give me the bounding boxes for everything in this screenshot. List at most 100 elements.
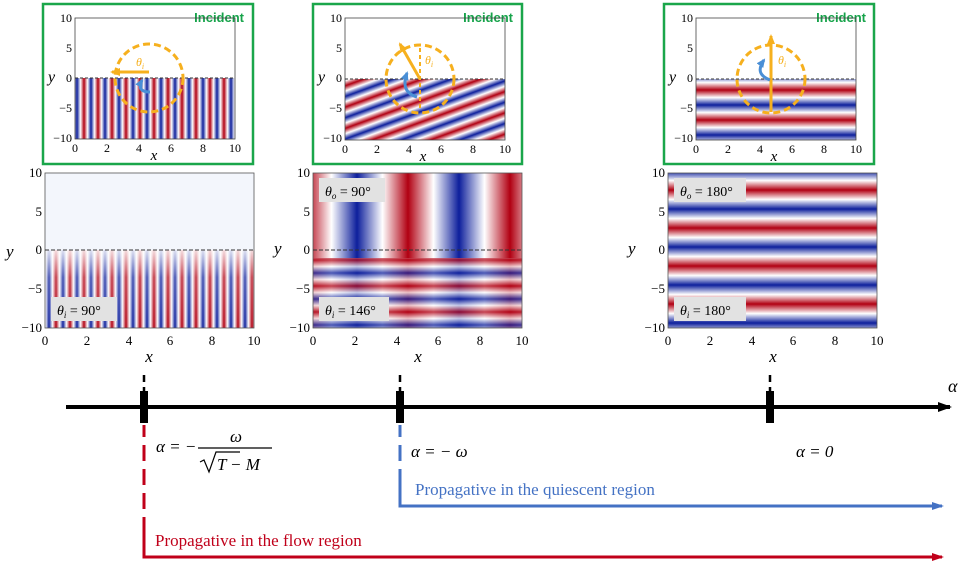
x-tick: 6	[789, 142, 795, 156]
inset-2: Incident θi 10 5 0 −5 −10 y 0 2 4 6 8 10…	[311, 2, 524, 166]
x-tick: 10	[499, 142, 511, 156]
angle-arc-arrow	[400, 71, 418, 99]
y-tick: −10	[645, 320, 665, 335]
wave-field-horizontal	[696, 79, 856, 140]
y-tick: 0	[66, 71, 72, 85]
x-tick: 8	[200, 141, 206, 155]
y-tick: −10	[290, 320, 310, 335]
quiescent-region-arrow	[398, 425, 936, 508]
y-tick: −10	[53, 131, 72, 145]
alpha-formula-3: α = 0	[796, 442, 834, 461]
theta-i-label: θi	[425, 53, 433, 69]
theta-i-value: θi = 180°	[680, 304, 731, 320]
y-tick: −10	[22, 320, 42, 335]
theta-o-value: θo = 180°	[680, 185, 733, 201]
x-tick: 2	[84, 333, 91, 348]
y-tick: 5	[687, 41, 693, 55]
inset-y-ticks: 10 5 0 −5 −10	[674, 11, 693, 145]
x-tick: 10	[850, 142, 862, 156]
wave-layer	[345, 79, 505, 140]
theta-i-badge	[674, 297, 746, 321]
y-tick: 0	[336, 71, 342, 85]
x-tick: 2	[707, 333, 714, 348]
y-axis-label: y	[4, 242, 14, 261]
sqrt-sign	[199, 451, 240, 474]
inset-3: Incident θi 10 5 0 −5 −10 y 0 2 4 6 8 10…	[662, 2, 876, 166]
x-tick: 4	[749, 333, 756, 348]
panel-x-ticks: 0 2 4 6 8 10	[665, 333, 884, 348]
inset-y-ticks: 10 5 0 −5 −10	[53, 11, 72, 145]
y-tick: −5	[329, 101, 342, 115]
y-tick: −5	[296, 281, 310, 296]
wave-field-oblique	[345, 79, 505, 140]
flow-region-label: Propagative in the flow region	[155, 531, 362, 550]
tick-mark-2	[396, 391, 404, 423]
x-tick: 8	[821, 142, 827, 156]
y-tick: −5	[680, 101, 693, 115]
incident-direction-arrow	[398, 42, 422, 80]
x-tick: 4	[394, 333, 401, 348]
theta-i-badge	[319, 297, 389, 321]
y-tick: −10	[674, 131, 693, 145]
y-axis-label: y	[667, 69, 677, 86]
alpha-formula-2: α = − ω	[411, 442, 468, 461]
angle-arc-arrow	[756, 58, 771, 82]
panel-2: θo = 90° θi = 146° 10 5 0 −5 −10 y 0 2 4…	[272, 165, 529, 366]
x-tick: 2	[725, 142, 731, 156]
y-tick: −5	[651, 281, 665, 296]
theta-o-value: θo = 90°	[325, 185, 371, 201]
x-tick: 4	[406, 142, 412, 156]
y-tick: −5	[59, 101, 72, 115]
y-tick: 10	[60, 11, 72, 25]
inset-x-ticks: 0 2 4 6 8 10	[72, 141, 241, 155]
panel-x-ticks: 0 2 4 6 8 10	[310, 333, 529, 348]
angle-circle	[384, 43, 456, 115]
panel-y-ticks: 10 5 0 −5 −10	[645, 165, 665, 335]
y-tick: 5	[336, 41, 342, 55]
y-tick: 10	[681, 11, 693, 25]
formula-lhs: α = −	[156, 437, 196, 456]
x-tick: 6	[790, 333, 797, 348]
x-axis-label: x	[419, 149, 427, 165]
x-tick: 0	[72, 141, 78, 155]
x-axis-label: x	[770, 149, 778, 165]
theta-i-badge	[51, 297, 117, 321]
inset-title: Incident	[194, 10, 245, 25]
inset-y-ticks: 10 5 0 −5 −10	[323, 11, 342, 145]
inset-title: Incident	[463, 10, 514, 25]
wave-layer	[696, 79, 856, 140]
formula-numerator: ω	[230, 427, 242, 446]
x-tick: 2	[352, 333, 359, 348]
x-tick: 6	[438, 142, 444, 156]
x-tick: 6	[168, 141, 174, 155]
y-tick: 5	[66, 41, 72, 55]
alpha-formula-1: α = − ω T − M	[156, 427, 272, 474]
y-tick: 0	[304, 242, 311, 257]
theta-i-value: θi = 146°	[325, 304, 376, 320]
inset-x-ticks: 0 2 4 6 8 10	[693, 142, 862, 156]
x-tick: 6	[167, 333, 174, 348]
y-tick: 5	[304, 204, 311, 219]
x-tick: 10	[871, 333, 884, 348]
x-tick: 2	[104, 141, 110, 155]
x-tick: 8	[209, 333, 216, 348]
y-tick: 5	[36, 204, 43, 219]
x-tick: 4	[136, 141, 142, 155]
y-axis-label: y	[272, 239, 282, 258]
theta-i-value: θi = 90°	[57, 304, 101, 320]
formula-den-rest: − M	[230, 455, 261, 474]
x-tick: 8	[477, 333, 484, 348]
x-tick: 0	[42, 333, 49, 348]
panel-y-ticks: 10 5 0 −5 −10	[22, 165, 42, 335]
x-tick: 4	[757, 142, 763, 156]
x-tick: 0	[310, 333, 317, 348]
x-tick: 6	[435, 333, 442, 348]
panel-y-ticks: 10 5 0 −5 −10	[290, 165, 310, 335]
panel-x-ticks: 0 2 4 6 8 10	[42, 333, 261, 348]
y-tick: 10	[652, 165, 665, 180]
x-tick: 8	[470, 142, 476, 156]
y-tick: 10	[330, 11, 342, 25]
x-tick: 0	[693, 142, 699, 156]
x-tick: 10	[516, 333, 529, 348]
